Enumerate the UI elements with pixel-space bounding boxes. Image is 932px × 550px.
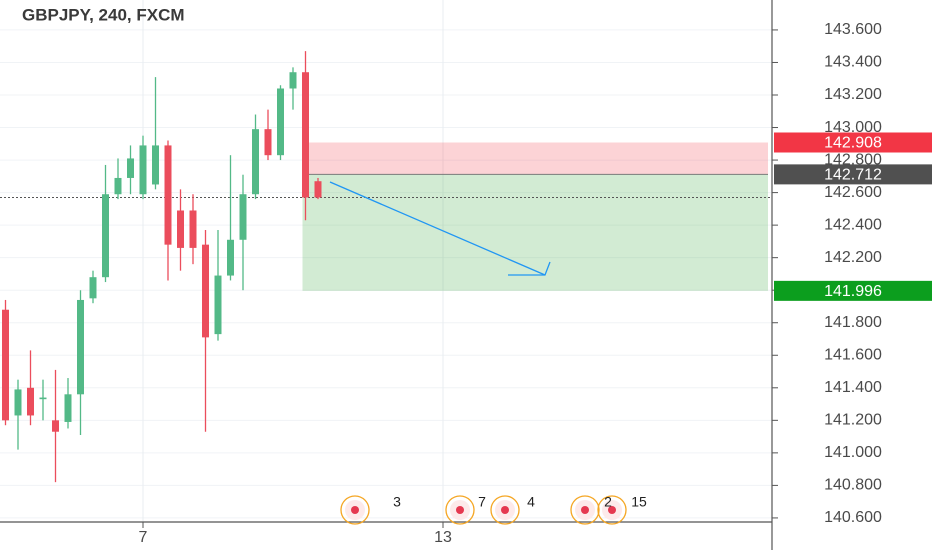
stop-zone (302, 142, 768, 175)
y-tick-label: 140.600 (824, 509, 882, 526)
event-count: 7 (478, 494, 486, 510)
event-count: 4 (527, 494, 535, 510)
candle-body (114, 177, 122, 195)
candle-body (302, 72, 309, 198)
event-count: 15 (631, 494, 647, 510)
event-icon-ring (597, 495, 627, 525)
candle-body (27, 387, 34, 416)
y-tick-label: 141.600 (824, 346, 882, 363)
candle-body (152, 145, 159, 185)
candle-body (127, 158, 134, 178)
event-count: 2 (604, 494, 612, 510)
candle-body (214, 275, 222, 335)
candle-body (139, 145, 147, 195)
y-tick-label: 143.000 (824, 119, 882, 136)
price-label-bg (774, 280, 932, 301)
candle-body (164, 145, 172, 245)
candle-body (227, 239, 234, 276)
event-icon-ring (570, 495, 600, 525)
candle-body (39, 397, 47, 400)
chart-title: GBPJPY, 240, FXCM (22, 5, 185, 24)
price-label: 142.712 (824, 167, 882, 184)
candle-body (89, 277, 97, 299)
y-tick-label: 141.400 (824, 379, 882, 396)
candle-body (239, 194, 247, 240)
candle-body (252, 129, 259, 195)
arrow-head (508, 261, 551, 276)
x-tick-label: 13 (434, 529, 452, 546)
y-tick-label: 142.600 (824, 184, 882, 201)
candle-body (14, 389, 22, 416)
price-label-bg (774, 132, 932, 153)
y-tick-label: 143.600 (824, 21, 882, 38)
event-dot (501, 506, 509, 514)
y-tick-label: 141.000 (824, 444, 882, 461)
candle-body (177, 210, 184, 248)
candle-body (77, 299, 84, 395)
event-dot (456, 506, 464, 514)
event-dot (608, 506, 616, 514)
event-icon-ring (445, 495, 475, 525)
candle-body (2, 309, 9, 421)
x-tick-label: 7 (139, 529, 148, 546)
price-label: 142.908 (824, 135, 882, 152)
candle-body (102, 194, 109, 278)
event-icon-ring (340, 495, 370, 525)
y-tick-label: 143.200 (824, 86, 882, 103)
candle-body (289, 72, 297, 89)
y-tick-label: 140.800 (824, 477, 882, 494)
candle-body (52, 420, 59, 432)
y-tick-label: 142.800 (824, 151, 882, 168)
candle-body (202, 244, 209, 338)
y-tick-label: 141.800 (824, 314, 882, 331)
candle-body (314, 181, 322, 198)
target-zone (302, 174, 768, 291)
y-tick-label: 142.200 (824, 249, 882, 266)
price-label-bg (774, 164, 932, 185)
event-icon-ring (490, 495, 520, 525)
candle-body (189, 210, 197, 248)
y-tick-label: 142.400 (824, 216, 882, 233)
event-dot (351, 506, 359, 514)
event-count: 3 (393, 494, 401, 510)
candle-body (277, 88, 284, 156)
event-dot (581, 506, 589, 514)
axis-panel (772, 0, 932, 550)
candle-body (264, 129, 272, 156)
candle-body (64, 394, 72, 422)
y-tick-label: 143.400 (824, 54, 882, 71)
price-label: 141.996 (824, 283, 882, 300)
y-tick-label: 141.200 (824, 412, 882, 429)
arrow (329, 181, 546, 276)
